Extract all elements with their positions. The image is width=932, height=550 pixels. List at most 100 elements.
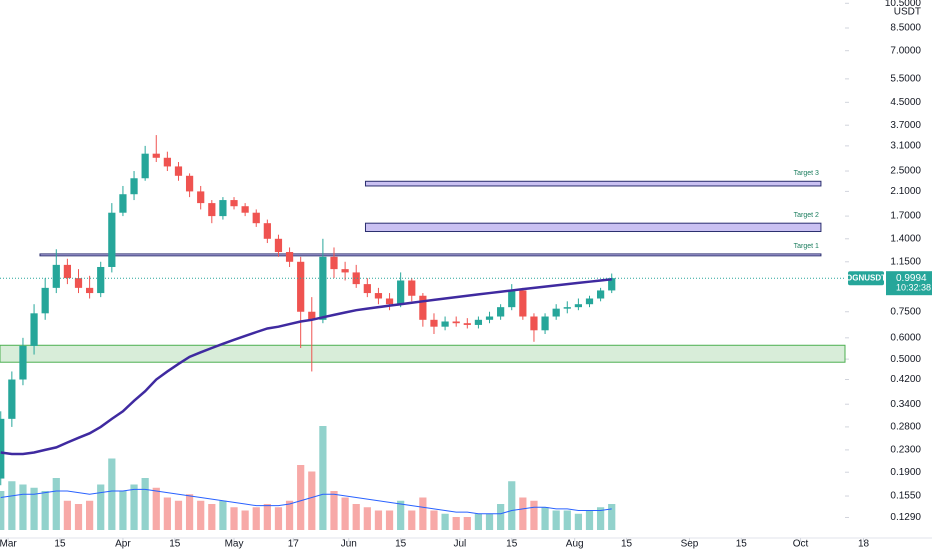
volume-bar: [241, 510, 249, 530]
candle-body: [74, 278, 83, 288]
y-tick-label: 0.1900: [890, 467, 921, 478]
candle-body: [52, 264, 60, 288]
candle-body: [152, 153, 160, 158]
x-tick-label: 15: [621, 539, 633, 550]
volume-bar: [374, 510, 383, 530]
zone: [364, 222, 822, 233]
candle-body: [141, 153, 149, 179]
volume-bar: [341, 497, 349, 530]
x-tick-label: 18: [858, 539, 870, 550]
price-box: [886, 271, 932, 296]
volume-bar: [385, 510, 394, 530]
y-tick-label: 1.4000: [890, 233, 921, 244]
candle-body: [108, 212, 116, 267]
candle-body: [397, 280, 405, 305]
volume-bar: [497, 504, 505, 530]
volume-bar: [141, 478, 149, 530]
candle-body: [185, 175, 194, 192]
candle-body: [0, 418, 5, 479]
candle-body: [552, 308, 560, 317]
volume-bar: [452, 517, 460, 530]
candle-body: [441, 321, 449, 327]
volume-bar: [185, 494, 194, 530]
volume-bar: [419, 497, 427, 530]
volume-bar: [519, 497, 527, 530]
candle-body: [297, 261, 305, 312]
candle-body: [163, 157, 171, 167]
candle-body: [508, 290, 516, 308]
candle-body: [130, 178, 138, 195]
zone: [39, 253, 822, 257]
volume-bar: [41, 491, 49, 530]
y-tick-label: 2.5000: [890, 166, 921, 177]
volume-bar: [30, 487, 38, 530]
y-tick-label: 7.0000: [890, 45, 921, 56]
x-tick-label: Mar: [0, 539, 17, 550]
countdown-label: 10:32:38: [896, 283, 931, 293]
volume-bar: [430, 510, 438, 530]
volume-bar: [19, 484, 27, 530]
x-tick-label: Sep: [681, 539, 699, 550]
volume-bar: [474, 513, 483, 530]
volume-bar: [219, 500, 227, 530]
candle-body: [219, 200, 227, 217]
zone-label: Target 2: [794, 212, 819, 219]
candle-body: [563, 307, 571, 309]
candle-body: [63, 264, 72, 279]
candle-body: [541, 316, 549, 331]
candle-body: [19, 345, 27, 380]
x-tick-label: 15: [54, 539, 66, 550]
volume-bar: [552, 510, 560, 530]
candle-body: [408, 280, 416, 296]
volume-bar: [463, 517, 471, 530]
y-tick-label: 0.5000: [890, 354, 921, 365]
candle-body: [363, 284, 371, 294]
volume-bar: [130, 484, 138, 530]
volume-bar: [274, 507, 283, 530]
volume-bar: [174, 500, 183, 530]
y-tick-label: 1.1500: [890, 256, 921, 267]
y-tick-label: 1.7000: [890, 211, 921, 222]
x-tick-label: 15: [395, 539, 407, 550]
x-tick-label: Jun: [341, 539, 357, 550]
candle-body: [8, 379, 16, 419]
candle-body: [330, 256, 338, 270]
candle-body: [97, 266, 105, 294]
x-tick-label: Jul: [454, 539, 467, 550]
volume-bar: [52, 478, 60, 530]
ma-line: [0, 278, 612, 456]
candle-body: [430, 319, 438, 327]
candle-body: [574, 304, 583, 308]
y-tick-label: 4.5000: [890, 97, 921, 108]
volume-bar: [319, 426, 327, 530]
candle-body: [308, 311, 316, 320]
volume-bar: [596, 507, 605, 530]
volume-bar: [263, 504, 271, 530]
volume-bar: [330, 491, 338, 530]
candle-body: [485, 316, 494, 320]
zone-label: Target 1: [794, 243, 819, 250]
candle-body: [119, 194, 127, 213]
candle-body: [197, 191, 205, 204]
volume-bar: [485, 513, 494, 530]
volume-bar: [97, 484, 105, 530]
volume-bar: [297, 465, 305, 530]
candle-body: [319, 256, 327, 320]
candle-body: [519, 290, 527, 317]
x-tick-label: 15: [506, 539, 518, 550]
y-tick-label: 0.3400: [890, 399, 921, 410]
candle-body: [263, 223, 271, 239]
y-tick-label: 0.7500: [890, 306, 921, 317]
volume-bar: [108, 458, 116, 530]
y-tick-label: 0.6000: [890, 332, 921, 343]
x-tick-label: Aug: [566, 539, 584, 550]
last-price-label: 0.9994: [896, 273, 927, 284]
candle-body: [452, 321, 460, 324]
candle-body: [30, 313, 38, 346]
candle-body: [85, 287, 94, 294]
candle-body: [530, 316, 538, 331]
volume-bar: [85, 500, 94, 530]
volume-bar: [208, 504, 216, 530]
volume-bar: [252, 507, 260, 530]
